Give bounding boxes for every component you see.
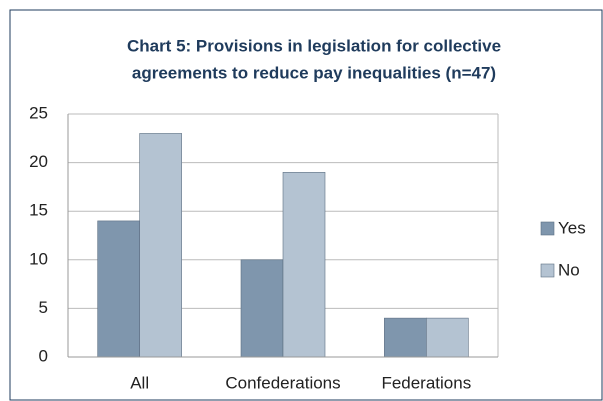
chart-title: agreements to reduce pay inequalities (n… xyxy=(132,63,496,82)
x-tick-label: All xyxy=(130,373,149,392)
bar xyxy=(240,259,284,358)
legend-swatch xyxy=(540,221,555,236)
y-tick-label: 15 xyxy=(29,201,48,220)
legend-label: Yes xyxy=(558,218,586,237)
y-tick-label: 10 xyxy=(29,249,48,268)
y-tick-label: 20 xyxy=(29,152,48,171)
legend-swatch xyxy=(540,263,555,278)
bar xyxy=(384,317,427,358)
x-tick-label: Confederations xyxy=(225,373,340,392)
bar xyxy=(139,133,182,358)
bar xyxy=(282,172,326,358)
x-tick-label: Federations xyxy=(381,373,471,392)
bar xyxy=(426,317,469,358)
y-tick-label: 5 xyxy=(39,298,48,317)
y-tick-label: 0 xyxy=(39,346,48,365)
legend-label: No xyxy=(558,260,580,279)
chart-title: Chart 5: Provisions in legislation for c… xyxy=(127,36,501,55)
y-tick-label: 25 xyxy=(29,103,48,122)
bar xyxy=(97,220,140,358)
